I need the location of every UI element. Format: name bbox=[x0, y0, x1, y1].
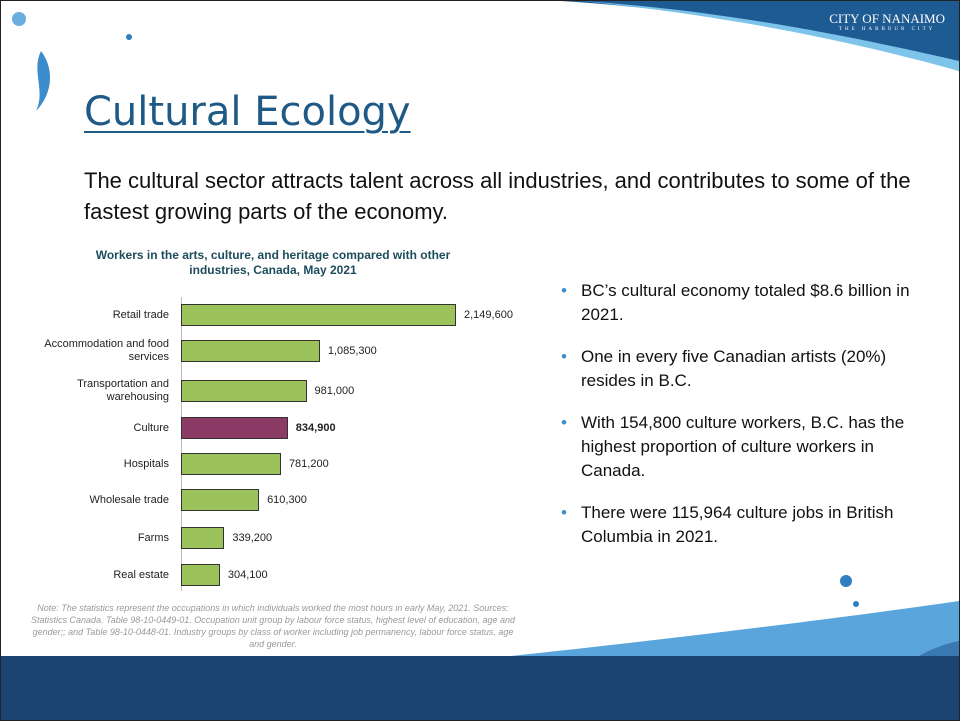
bullet-text: With 154,800 culture workers, B.C. has t… bbox=[581, 413, 905, 480]
bullet-text: There were 115,964 culture jobs in Briti… bbox=[581, 503, 894, 546]
bullet-marker: • bbox=[561, 413, 567, 432]
bar bbox=[181, 380, 307, 402]
bar bbox=[181, 564, 220, 586]
source-note: Note: The statistics represent the occup… bbox=[31, 603, 515, 649]
logo-text: CITY OF NANAIMO bbox=[829, 11, 945, 26]
slide-title: Cultural Ecology bbox=[84, 89, 411, 135]
value-label: 781,200 bbox=[288, 458, 329, 470]
bullet-item: • With 154,800 culture workers, B.C. has … bbox=[561, 411, 921, 483]
bullet-marker: • bbox=[561, 347, 567, 366]
bar bbox=[181, 489, 260, 511]
footer-band bbox=[1, 656, 959, 720]
category-label: Wholesale trade bbox=[89, 493, 170, 506]
value-label: 1,085,300 bbox=[327, 345, 377, 357]
category-label: Real estate bbox=[113, 568, 169, 581]
logo: CITY OF NANAIMO THE HARBOUR CITY bbox=[829, 11, 945, 32]
bar bbox=[181, 453, 281, 475]
category-label: Transportation and warehousing bbox=[77, 378, 169, 403]
category-label: Hospitals bbox=[123, 457, 169, 470]
bullet-item: • BC’s cultural economy totaled $8.6 bill… bbox=[561, 279, 921, 327]
category-label: Accommodation and food services bbox=[44, 338, 169, 363]
value-label: 339,200 bbox=[232, 532, 273, 544]
bullet-marker: • bbox=[561, 281, 567, 300]
value-label: 2,149,600 bbox=[464, 309, 513, 321]
value-label: 834,900 bbox=[295, 422, 336, 434]
value-label: 981,000 bbox=[314, 385, 355, 397]
category-axis bbox=[181, 297, 182, 591]
value-label: 304,100 bbox=[227, 569, 268, 581]
bar bbox=[181, 527, 225, 549]
bar bbox=[181, 417, 288, 439]
bullet-list: • BC’s cultural economy totaled $8.6 bill… bbox=[561, 279, 921, 567]
bar bbox=[181, 304, 456, 326]
logo-tagline: THE HARBOUR CITY bbox=[838, 27, 936, 32]
bar bbox=[181, 340, 320, 362]
category-label: Culture bbox=[133, 421, 169, 434]
bullet-item: • There were 115,964 culture jobs in Brit… bbox=[561, 501, 921, 549]
bullet-item: • One in every five Canadian artists (20%… bbox=[561, 345, 921, 393]
chart-title: Workers in the arts, culture, and herita… bbox=[95, 248, 451, 277]
value-label: 610,300 bbox=[267, 494, 307, 506]
bullet-marker: • bbox=[561, 503, 567, 522]
intro-text: The cultural sector attracts talent acro… bbox=[84, 168, 911, 224]
bullet-text: One in every five Canadian artists (20%)… bbox=[581, 347, 887, 390]
category-label: Retail trade bbox=[112, 308, 169, 321]
bullet-text: BC’s cultural economy totaled $8.6 billi… bbox=[581, 281, 910, 324]
category-label: Farms bbox=[137, 531, 169, 544]
